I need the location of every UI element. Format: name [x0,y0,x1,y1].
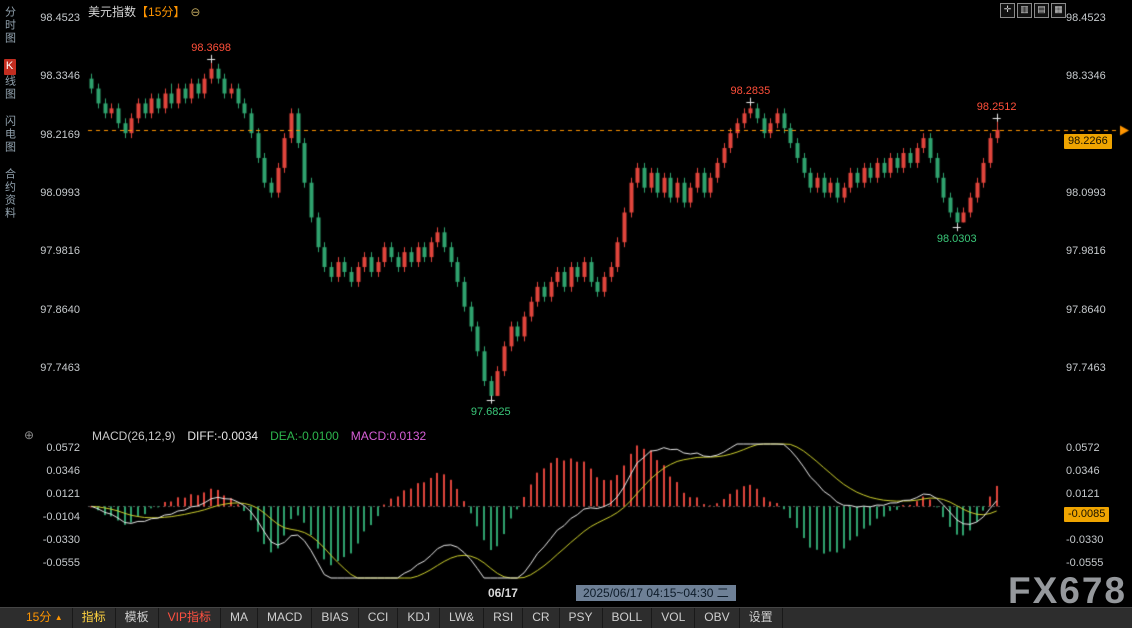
toolbar-item-cr[interactable]: CR [523,608,560,628]
price-annotation-high: 98.2512 [976,100,1017,113]
toolbar-item-indicator[interactable]: 指标 [73,608,116,628]
sidebar-item-label: 闪电图 [3,115,16,154]
interval-label: 15分 [26,610,52,624]
price-tick-label: 97.8640 [1066,303,1106,316]
price-annotation-high: 98.3698 [191,41,232,54]
macd-dea-value: DEA:-0.0100 [270,429,339,443]
price-tick-label: 98.0993 [1066,187,1106,199]
macd-tick-label: -0.0330 [1066,534,1104,546]
price-annotation-high: 98.2835 [730,84,771,97]
macd-macd-value: MACD:0.0132 [350,429,427,443]
chart-header: 美元指数【15分】 ⊖ [88,3,200,20]
macd-tick-label: 0.0346 [46,465,80,477]
toolbar-item-template[interactable]: 模板 [116,608,159,628]
price-tick-label: 97.9816 [40,245,80,258]
price-tick-label: 97.9816 [1066,245,1106,258]
toolbar-item-psy[interactable]: PSY [560,608,603,628]
macd-header: MACD(26,12,9) DIFF:-0.0034 DEA:-0.0100 MACD… [92,429,438,443]
sidebar-item-label: 线图 [3,75,16,101]
toolbar-item-obv[interactable]: OBV [695,608,740,628]
macd-tick-label: -0.0555 [42,557,80,569]
sidebar-item-time-chart[interactable]: 分时图 [2,6,17,45]
interval-dropdown-arrow: ▲ [54,613,63,622]
top-right-icon-group: ✛ ▥ ▤ ▦ [1000,3,1066,18]
chart-title: 美元指数 [88,5,137,19]
chart-canvas[interactable] [0,0,1132,605]
sidebar-item-kline-chart[interactable]: K线图 [2,59,17,101]
toolbar-item-ma[interactable]: MA [221,608,258,628]
macd-tick-label: 0.0572 [46,442,80,454]
indicator-settings-icon[interactable]: ⊕ [24,428,35,442]
toolbar-item-settings[interactable]: 设置 [740,608,783,628]
price-tick-label: 98.2169 [40,128,80,141]
toolbar-item-cci[interactable]: CCI [359,608,399,628]
sidebar-item-label: 分时图 [3,6,16,45]
price-tick-label: 98.0993 [40,187,80,199]
sidebar-item-contract-info[interactable]: 合约资料 [2,168,17,220]
toolbar-item-bias[interactable]: BIAS [312,608,359,628]
grid-panel-icon[interactable]: ▦ [1051,3,1066,18]
single-panel-icon[interactable]: ▥ [1017,3,1032,18]
watermark: FX678 [1007,570,1127,611]
macd-tick-label: -0.0330 [42,534,80,546]
toolbar-item-vip-indicator[interactable]: VIP指标 [159,608,221,628]
price-tick-label: 97.7463 [40,362,80,374]
current-price-label: 98.2266 [1064,133,1112,149]
price-tick-label: 98.4523 [1066,12,1106,24]
macd-tick-label: 0.0121 [46,488,80,500]
dual-panel-icon[interactable]: ▤ [1034,3,1049,18]
price-tick-label: 98.3346 [40,70,80,83]
macd-tick-label: -0.0555 [1066,557,1104,569]
toolbar-item-boll[interactable]: BOLL [603,608,653,628]
macd-tick-label: 0.0346 [1066,465,1100,477]
sidebar-item-label: 合约资料 [3,168,16,220]
macd-diff-value: DIFF:-0.0034 [187,429,259,443]
price-tick-label: 97.7463 [1066,362,1106,374]
bottom-toolbar: 15分 ▲ 指标 模板 VIP指标 MA MACD BIAS CCI KDJ L… [0,607,1132,628]
current-candle-timestamp: 2025/06/17 04:15~04:30 二 [576,585,736,601]
toolbar-item-vol[interactable]: VOL [652,608,696,628]
toolbar-item-lwr[interactable]: LW& [440,608,485,628]
price-annotation-low: 97.6825 [470,405,511,418]
macd-params-label: MACD(26,12,9) [92,429,176,443]
macd-current-value-label: -0.0085 [1064,507,1110,523]
macd-tick-label: 0.0572 [1066,442,1100,454]
sidebar: 分时图 K线图 闪电图 合约资料 [0,6,18,220]
macd-tick-label: 0.0121 [1066,488,1100,500]
interval-selector[interactable]: 15分 ▲ [0,608,73,628]
macd-tick-label: -0.0104 [42,511,80,523]
toolbar-item-macd[interactable]: MACD [258,608,313,628]
sidebar-item-lightning-chart[interactable]: 闪电图 [2,115,17,154]
move-icon[interactable]: ✛ [1000,3,1015,18]
interval-badge: 【15分】 [136,5,186,19]
sidebar-item-hotkey: K [3,59,16,75]
toolbar-item-rsi[interactable]: RSI [484,608,524,628]
zoom-out-icon[interactable]: ⊖ [190,5,201,19]
x-axis-date-label: 06/17 [487,586,518,600]
toolbar-item-kdj[interactable]: KDJ [398,608,441,628]
price-tick-label: 97.8640 [40,303,80,316]
price-tick-label: 98.4523 [40,12,80,24]
price-annotation-low: 98.0303 [936,233,977,246]
price-tick-label: 98.3346 [1066,70,1106,83]
